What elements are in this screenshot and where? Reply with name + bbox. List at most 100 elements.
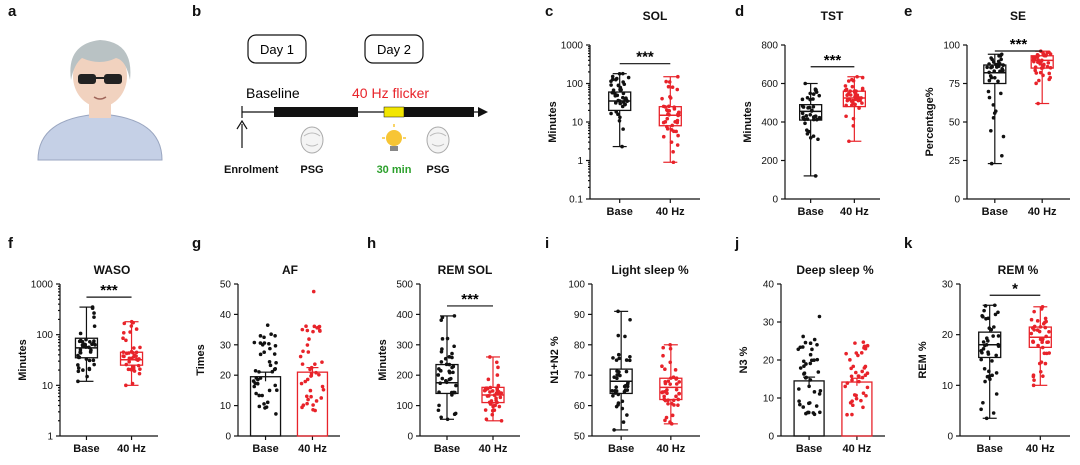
data-point [861,340,866,344]
data-point [808,341,813,346]
data-point [1001,134,1006,139]
panel-label-f: f [8,235,14,252]
data-point [312,324,317,329]
data-point [670,85,675,90]
data-point [621,80,625,84]
data-point [491,404,495,409]
data-point [496,365,500,370]
chart-title: AF [282,263,298,277]
data-point [816,370,821,374]
data-point [121,330,126,335]
x-tick-label: 40 Hz [843,443,872,455]
brain-head-icon [300,126,324,154]
chart-e: e SE 0 25 50 75 100 Percentage% Base 40 Hz *** [904,3,1070,218]
data-point [671,375,676,379]
data-point [861,391,866,395]
data-point [255,381,260,386]
data-point [443,356,448,361]
series-base [435,314,459,422]
data-point [987,78,992,83]
data-point [91,358,96,363]
data-point [667,80,672,84]
data-point [272,367,277,372]
data-point [301,403,306,408]
y-tick-label: 75 [949,79,961,90]
data-point [306,350,311,354]
data-point [1047,71,1052,76]
data-point [1046,61,1051,65]
data-point [811,97,815,101]
y-tick-label: 60 [574,401,586,412]
data-point [985,65,989,70]
panel-label-g: g [192,235,201,252]
x-tick-label: 40 Hz [117,443,146,455]
data-point [670,413,675,418]
data-point [1036,53,1040,58]
chart-g: g AF 0 10 20 30 40 50 Times Base 40 Hz [192,235,340,455]
data-point [859,398,863,403]
data-point [990,57,994,62]
data-point [666,398,670,403]
data-point [440,347,444,351]
data-point [1001,63,1005,67]
data-point [617,118,622,123]
data-point [670,401,674,406]
y-axis-label: REM % [917,341,929,379]
psg2-label: PSG [426,164,449,176]
data-point [450,355,454,360]
data-point [1039,360,1044,364]
data-point [445,417,450,422]
y-tick-label: 1 [577,156,583,167]
data-point [76,366,81,370]
data-point [1000,153,1004,158]
y-tick-label: 400 [761,118,778,129]
data-point [984,416,989,421]
data-point [986,352,991,356]
data-point [309,374,313,378]
significance-label: *** [100,282,118,299]
data-point [134,357,139,362]
data-point [849,99,854,103]
data-point [673,368,678,372]
data-point [851,116,856,121]
y-tick-label: 40 [763,280,775,291]
y-tick-label: 100 [566,79,583,90]
y-tick-label: 100 [36,330,53,341]
data-point [620,144,624,149]
data-point [320,384,325,389]
data-point [1047,329,1051,334]
data-point [274,412,278,416]
data-point [490,389,495,393]
data-point [260,393,264,398]
y-tick-label: 0 [407,432,413,443]
data-point [1032,57,1037,62]
series-40hz [481,355,505,423]
data-point [981,400,985,405]
data-point [84,357,89,361]
data-point [816,137,820,142]
data-point [262,350,266,355]
data-point [304,394,309,399]
data-point [845,412,849,417]
data-point [492,393,497,398]
data-point [849,366,853,371]
data-point [979,349,983,353]
data-point [92,311,96,315]
data-point [990,359,994,363]
data-point [439,350,444,354]
data-point [444,362,449,367]
data-point [992,76,997,80]
data-point [811,105,816,109]
data-point [495,373,500,377]
data-point [1044,334,1048,339]
data-point [801,115,806,120]
data-point [486,377,491,382]
data-point [1040,58,1044,63]
data-point [621,127,625,131]
data-point [618,101,623,106]
data-point [991,411,996,415]
data-point [1043,361,1048,366]
data-point [317,328,322,333]
data-point [1037,78,1041,83]
data-point [609,111,613,116]
